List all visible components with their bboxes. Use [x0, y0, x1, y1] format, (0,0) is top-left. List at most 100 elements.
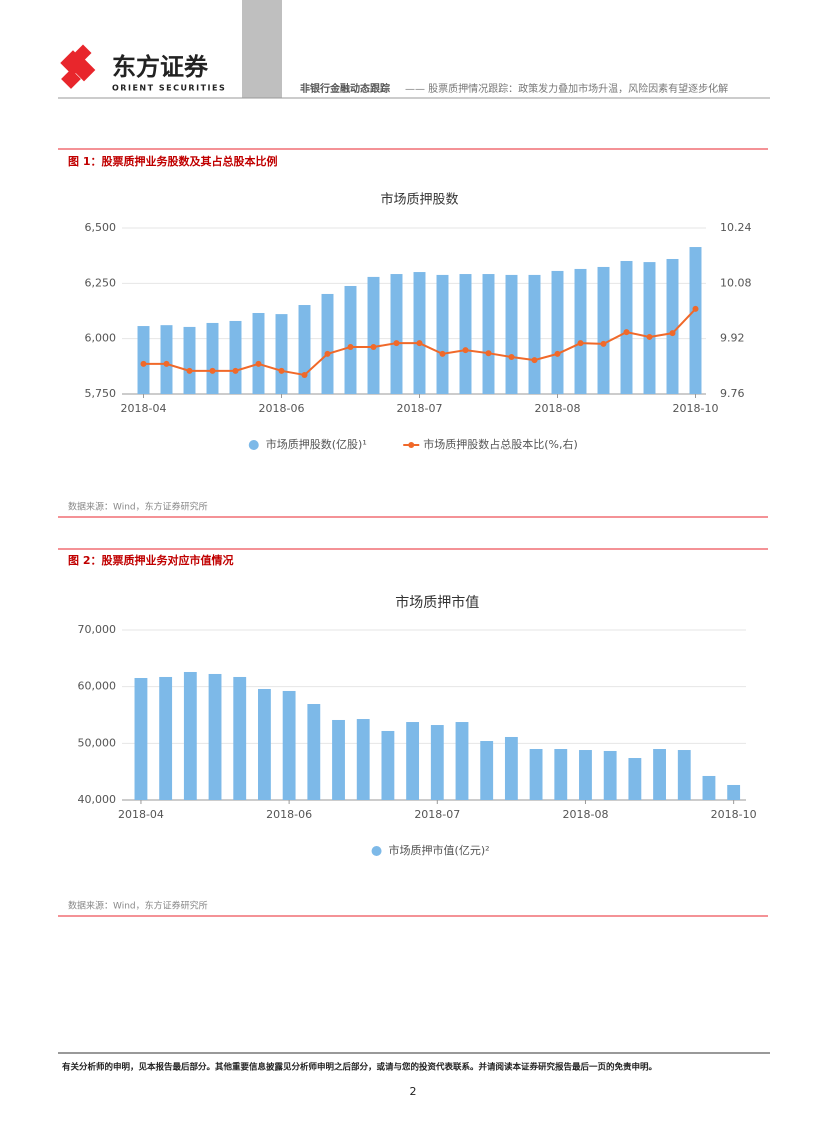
bar	[480, 741, 494, 800]
line-point	[186, 367, 193, 374]
report-title: —— 股票质押情况跟踪：政策发力叠加市场升温，风险因素有望逐步化解	[405, 82, 728, 95]
bar	[356, 719, 370, 800]
line-point	[600, 340, 607, 347]
bar	[482, 274, 495, 394]
bar	[367, 276, 380, 394]
bar	[574, 268, 587, 394]
line-point	[623, 329, 630, 336]
bar	[689, 247, 702, 394]
bar	[554, 749, 568, 800]
bar	[430, 725, 444, 800]
bar	[579, 750, 592, 800]
bar	[628, 758, 642, 800]
bar	[597, 266, 610, 394]
line-point	[669, 330, 676, 337]
line-point	[485, 350, 492, 357]
line-point	[554, 350, 561, 357]
x-tick-label: 2018-04	[121, 402, 167, 415]
line-point	[370, 343, 377, 350]
charts: 市场质押股数 5,750 6,000 6,250 6,500 9.76 9.92 10.08 1…	[78, 192, 757, 858]
chart-title: 市场质押市值	[395, 594, 479, 611]
y2-tick-label: 9.76	[720, 387, 745, 400]
line-point	[324, 350, 331, 357]
line-point	[692, 305, 699, 312]
bar	[137, 326, 150, 394]
bar	[332, 719, 345, 800]
line-point	[163, 360, 170, 367]
bar	[233, 676, 247, 800]
bar	[160, 325, 173, 394]
y-tick-label: 40,000	[78, 793, 117, 806]
logo-en: ORIENT SECURITIES	[112, 84, 226, 93]
bar	[620, 260, 633, 394]
x-tick-label: 2018-10	[711, 808, 757, 821]
y-tick-label: 60,000	[78, 680, 117, 693]
y-tick-label: 6,000	[85, 332, 117, 345]
line-point	[255, 360, 262, 367]
bar	[643, 262, 656, 394]
y-tick-label: 6,250	[85, 276, 117, 289]
line-point	[209, 367, 216, 374]
bar	[206, 322, 219, 394]
line-point	[347, 343, 354, 350]
header-block	[242, 0, 282, 98]
legend-swatch	[371, 846, 382, 856]
legend-label: 市场质押市值(亿元)²	[389, 843, 490, 857]
bar	[529, 749, 543, 800]
x-tick-label: 2018-06	[259, 402, 305, 415]
bar	[321, 293, 334, 394]
legend-label: 市场质押股数占总股本比(%,右)	[423, 437, 578, 451]
page-number: 2	[410, 1085, 417, 1098]
bar	[677, 750, 691, 800]
bar	[406, 722, 420, 800]
bar	[727, 784, 741, 800]
line-point	[393, 340, 400, 347]
bar	[229, 320, 242, 394]
figure-source: 数据来源：Wind，东方证券研究所	[68, 900, 208, 912]
y-tick-label: 50,000	[78, 736, 117, 749]
bar	[455, 722, 469, 800]
bar	[528, 274, 541, 394]
bar	[603, 750, 617, 800]
y2-tick-label: 9.92	[720, 332, 745, 345]
x-tick-label: 2018-08	[535, 402, 581, 415]
bar	[183, 326, 196, 394]
bar	[307, 704, 321, 800]
bar	[551, 270, 564, 394]
figure-caption: 图 1：股票质押业务股数及其占总股本比例	[68, 154, 277, 168]
line-point	[278, 367, 285, 374]
bar	[275, 314, 288, 394]
line-point	[531, 357, 538, 364]
bar	[252, 312, 265, 394]
bar	[208, 673, 222, 800]
line-point	[232, 367, 239, 374]
line-point	[439, 350, 446, 357]
x-tick-label: 2018-06	[266, 808, 312, 821]
x-tick-label: 2018-07	[397, 402, 443, 415]
bar	[653, 749, 666, 800]
x-tick-label: 2018-10	[673, 402, 719, 415]
bar	[390, 274, 403, 394]
logo-cn: 东方证券	[112, 53, 209, 81]
y-tick-label: 70,000	[78, 623, 117, 636]
logo	[60, 44, 96, 89]
line-point	[508, 353, 515, 360]
figure-source: 数据来源：Wind，东方证券研究所	[68, 501, 208, 513]
bar	[504, 736, 518, 800]
bar	[459, 274, 472, 394]
y2-tick-label: 10.24	[720, 221, 752, 234]
bar	[282, 690, 296, 800]
legend-swatch	[408, 442, 415, 448]
bar	[298, 305, 311, 394]
line-point	[462, 347, 469, 354]
bar	[134, 677, 148, 800]
disclaimer: 有关分析师的申明，见本报告最后部分。其他重要信息披露见分析师申明之后部分，或请与…	[62, 1062, 657, 1073]
y-tick-label: 6,500	[85, 221, 117, 234]
chart-title: 市场质押股数	[380, 192, 458, 208]
bar	[381, 730, 395, 800]
bar	[702, 775, 716, 800]
bar	[413, 272, 426, 394]
x-tick-label: 2018-07	[414, 808, 460, 821]
bar	[258, 688, 271, 800]
